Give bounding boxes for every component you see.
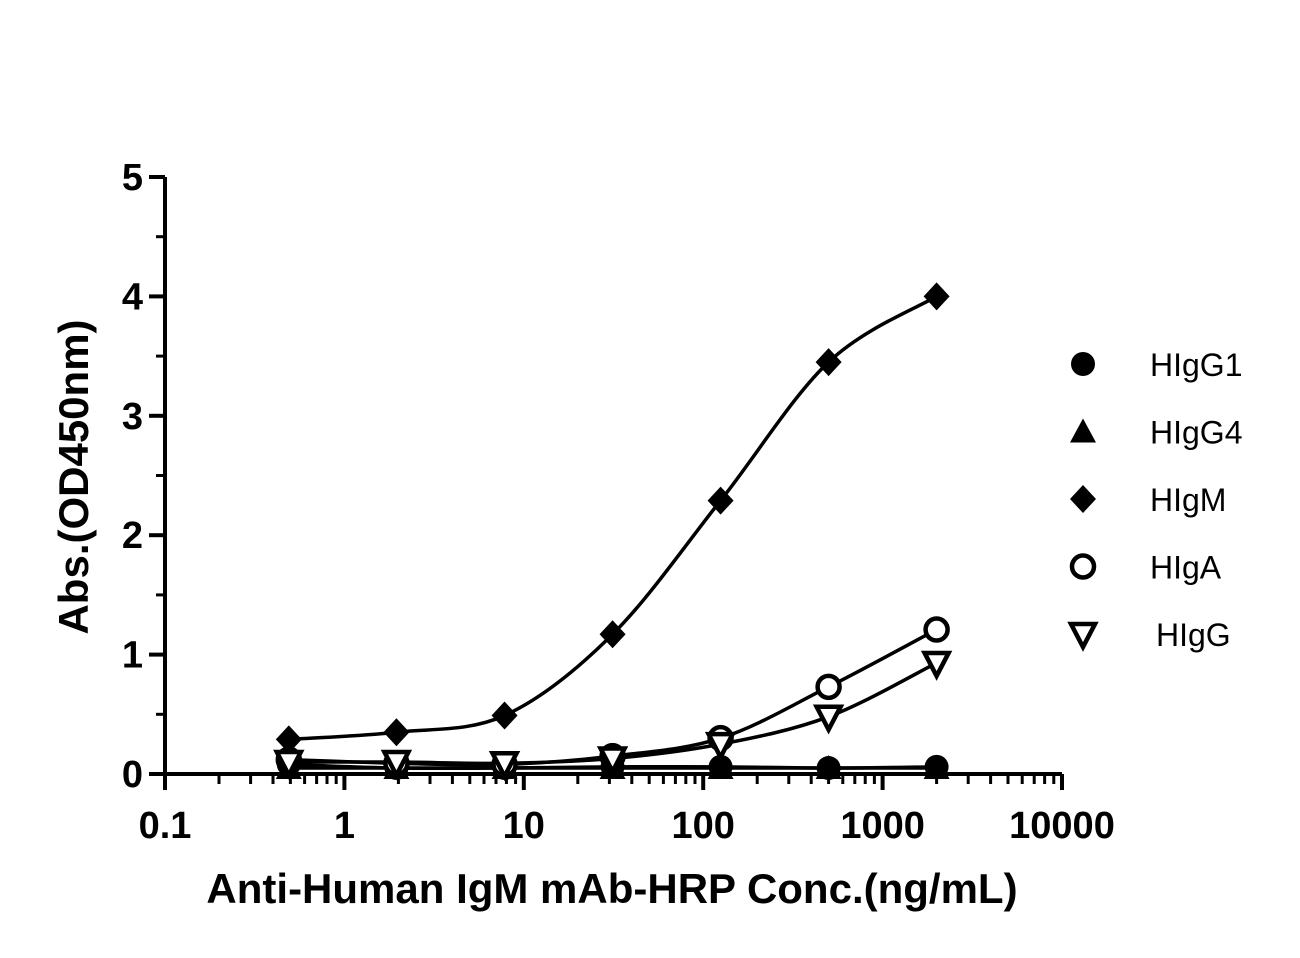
x-tick-label: 100 [671,805,734,847]
x-axis-title: Anti-Human IgM mAb-HRP Conc.(ng/mL) [206,865,1017,912]
data-point-HIgG [273,749,305,780]
x-tick-label: 0.1 [139,805,192,847]
y-tick-label: 5 [122,157,143,199]
data-point-HIgG [920,650,953,681]
x-tick-label: 1000 [840,805,925,847]
legend-label: HIgA [1150,550,1222,586]
data-point-HIgA [815,673,842,701]
y-tick-label: 4 [122,276,143,318]
data-point-HIgM [815,348,842,377]
legend-marker-HIgG [1067,621,1099,652]
data-point-HIgG [380,749,413,780]
data-point-HIgG [488,751,521,782]
data-point-HIgG4 [815,755,842,780]
axes: 0 1 2 3 4 5 0.1 1 10 100 1000 10000 [122,157,1115,847]
data-point-HIgA [923,616,950,643]
legend-label: HIgG4 [1150,415,1242,451]
legend-marker-HIgA [1069,553,1097,580]
legend-label: HIgG1 [1150,347,1242,383]
legend-label: HIgM [1150,482,1226,518]
data-points [273,282,953,782]
data-point-HIgG4 [923,755,950,780]
legend-marker-HIgM [1070,485,1096,513]
y-axis-title: Abs.(OD450nm) [50,319,97,634]
legend-label: HIgG [1156,617,1231,653]
data-point-HIgM [707,486,734,515]
data-point-HIgG [704,731,737,763]
legend: HIgG1 HIgG4 HIgM HIgA HIgG [1067,347,1242,653]
data-point-HIgM [275,725,302,754]
y-tick-label: 0 [122,754,143,796]
data-point-HIgM [599,620,626,649]
y-tick-label: 3 [122,396,143,438]
data-point-HIgG [812,704,845,735]
x-tick-label: 10000 [1009,805,1115,847]
legend-marker-HIgG4 [1070,418,1096,443]
fit-curves [288,294,938,771]
data-point-HIgM [383,718,410,747]
legend-marker-HIgG1 [1071,352,1095,376]
data-point-HIgM [923,282,950,311]
y-tick-label: 1 [122,635,143,677]
x-tick-label: 10 [503,805,545,847]
y-tick-label: 2 [122,515,143,557]
data-point-HIgG [596,746,629,777]
x-tick-label: 1 [334,805,355,847]
data-point-HIgG4 [707,755,734,780]
data-point-HIgM [491,701,518,730]
